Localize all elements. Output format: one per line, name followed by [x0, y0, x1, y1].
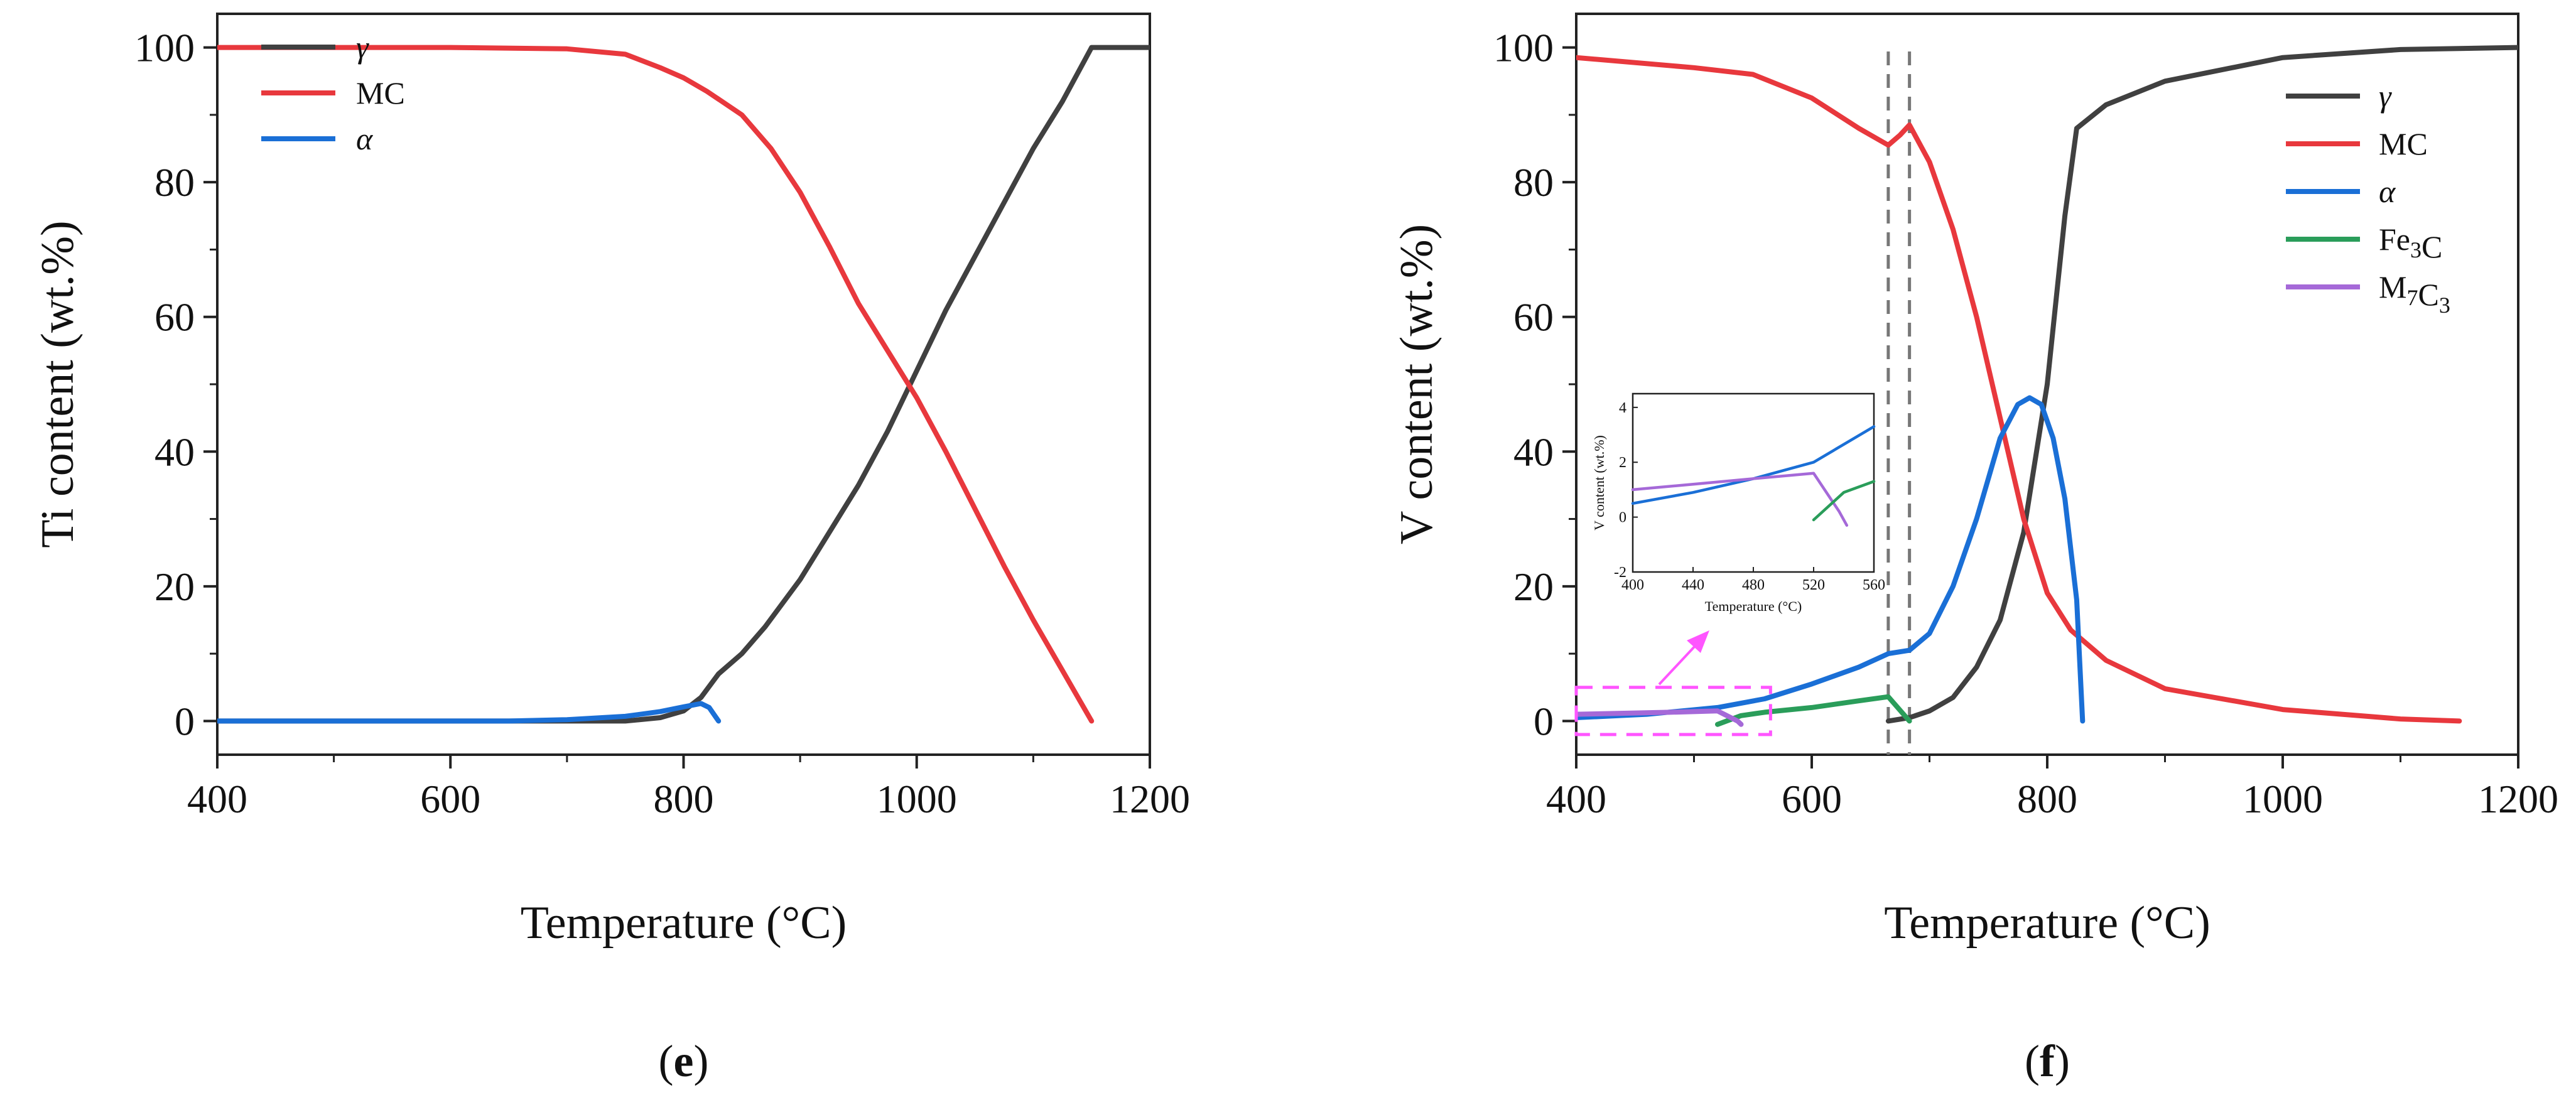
inset-series-line-fe3c — [1812, 480, 1876, 522]
x-axis-title: Temperature (°C) — [521, 897, 847, 949]
y-tick-label: 80 — [154, 160, 195, 205]
y-tick-label: 20 — [154, 564, 195, 609]
inset-chart: 400 440 480 520 560 -2 0 2 4 Temperature (°C) V co… — [1591, 392, 1885, 614]
legend: γ MC α — [261, 30, 405, 156]
inset-y-tick-label: 0 — [1619, 510, 1626, 526]
x-tick-label: 400 — [1546, 777, 1606, 821]
series-line-mc — [1576, 55, 2462, 724]
chart-panel-e: 400 600 800 1000 1200 0 20 40 60 80 100 Temperature… — [32, 13, 1190, 1086]
panel-label: (f) — [2025, 1036, 2070, 1086]
panel-label: (e) — [659, 1036, 709, 1086]
data-layer — [1576, 45, 2518, 755]
y-tick-label: 40 — [154, 429, 195, 474]
inset-x-tick-label: 440 — [1682, 577, 1704, 593]
y-tick-label: 0 — [175, 699, 195, 743]
legend-label-m7c3: M7C3 — [2379, 269, 2450, 318]
y-tick-label: 60 — [154, 295, 195, 340]
legend-label-fe3c: Fe3C — [2379, 222, 2442, 264]
inset-y-axis-title: V content (wt.%) — [1591, 435, 1607, 531]
legend-label-series: γ — [2379, 78, 2392, 114]
legend-label-series: α — [2379, 174, 2396, 209]
y-axis-title: Ti content (wt.%) — [32, 220, 84, 548]
x-tick-label: 800 — [654, 777, 714, 821]
x-axis-title: Temperature (°C) — [1884, 897, 2211, 949]
legend-label-series: γ — [356, 30, 369, 65]
x-tick-label: 1000 — [2243, 777, 2323, 821]
y-tick-label: 20 — [1513, 564, 1554, 609]
inset-x-tick-label: 560 — [1863, 577, 1885, 593]
series-line-series — [1885, 45, 2518, 724]
y-tick-label: 0 — [1534, 699, 1554, 743]
data-layer — [217, 45, 1150, 724]
y-tick-label: 60 — [1513, 295, 1554, 340]
arrow-shaft — [1658, 644, 1697, 686]
panel-letter: f — [2040, 1036, 2055, 1086]
series-line-mc — [217, 45, 1095, 724]
series-line-series — [1576, 395, 2086, 724]
x-tick-label: 1200 — [1110, 777, 1190, 821]
series-line-series — [217, 45, 1150, 724]
legend-label-mc: MC — [356, 75, 405, 111]
legend-label-series: α — [356, 121, 374, 156]
legend: γ MC α Fe3C M7C3 — [2286, 78, 2450, 318]
inset-y-tick-label: 4 — [1619, 400, 1626, 416]
arrow-head — [1687, 630, 1709, 653]
y-tick-label: 100 — [1493, 26, 1554, 70]
y-axis-title: V content (wt.%) — [1391, 224, 1442, 544]
chart-panel-f: 400 600 800 1000 1200020406080100Temperature… — [1391, 13, 2558, 1086]
panel-letter: e — [674, 1036, 694, 1086]
inset-x-tick-label: 400 — [1621, 577, 1644, 593]
inset-x-tick-label: 520 — [1802, 577, 1825, 593]
x-tick-label: 400 — [187, 777, 247, 821]
inset-y-tick-label: -2 — [1614, 564, 1626, 581]
inset-series-line-m7c3 — [1631, 472, 1849, 527]
x-tick-label: 1000 — [877, 777, 957, 821]
inset-frame — [1632, 392, 1875, 573]
inset-x-tick-label: 480 — [1742, 577, 1765, 593]
zoom-arrow — [1658, 630, 1709, 686]
y-tick-label: 80 — [1513, 160, 1554, 205]
x-tick-label: 800 — [2017, 777, 2077, 821]
x-tick-label: 600 — [420, 777, 480, 821]
zoom-highlight-box — [1574, 686, 1772, 736]
y-tick-label: 40 — [1513, 429, 1554, 474]
x-tick-label: 600 — [1782, 777, 1842, 821]
x-tick-label: 1200 — [2478, 777, 2558, 821]
inset-x-axis-title: Temperature (°C) — [1705, 598, 1802, 614]
y-tick-label: 100 — [134, 26, 195, 70]
inset-y-tick-label: 2 — [1619, 455, 1626, 471]
series-line-m7c3 — [1576, 708, 1744, 727]
series-line-fe3c — [1715, 694, 1912, 727]
legend-label-mc: MC — [2379, 126, 2428, 161]
series-line-series — [217, 701, 722, 724]
